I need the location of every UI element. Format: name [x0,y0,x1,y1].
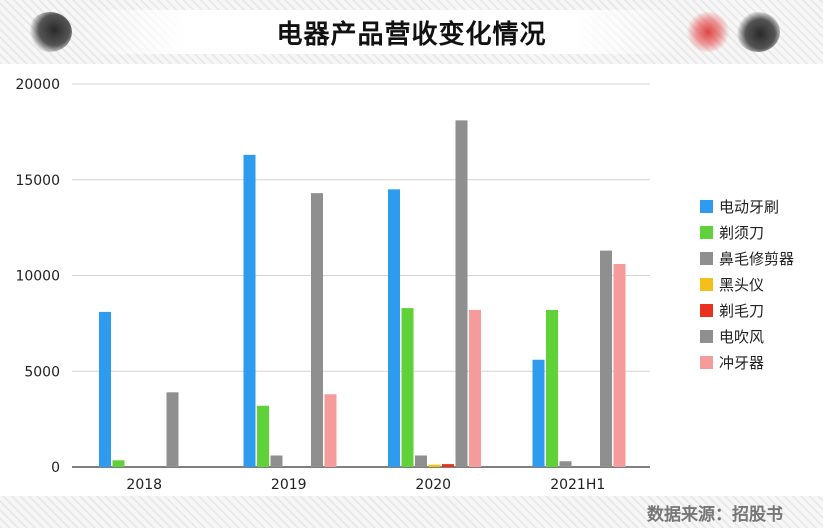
legend-label: 电动牙刷 [719,198,779,216]
title-band [80,10,680,54]
legend-label: 鼻毛修剪器 [719,250,794,268]
legend-swatch [700,226,713,239]
y-tick-label: 0 [51,460,60,476]
bar-chart: 0 5000 10000 15000 20000 2018 2019 2020 2021H1 电动… [15,77,794,493]
decorative-blob-right [736,12,780,52]
legend-swatch [700,330,713,343]
x-tick-label: 2021H1 [550,477,605,493]
bar [613,264,626,467]
bar [270,455,283,467]
bar [415,455,427,467]
y-tick-label: 15000 [15,173,60,189]
bar [546,309,558,467]
decorative-blob-red [686,12,730,52]
bar [532,359,545,467]
bar [401,308,414,467]
x-tick-label: 2019 [271,477,307,493]
bar [388,189,400,467]
bar [455,120,468,467]
bar [112,460,125,467]
x-tick-label: 2018 [126,477,162,493]
legend-swatch [700,356,713,369]
y-tick-label: 5000 [24,364,60,380]
bar [442,464,454,467]
legend-swatch [700,252,713,265]
legend-label: 冲牙器 [719,354,764,372]
y-tick-label: 20000 [15,77,60,93]
chart-title: 电器产品营收变化情况 [276,20,547,50]
legend-swatch [700,304,713,317]
x-tick-label: 2020 [415,477,451,493]
bar [257,405,269,467]
bar [311,193,323,467]
bar [559,461,572,467]
data-source: 数据来源：招股书 [647,505,783,525]
legend-label: 电吹风 [719,328,764,346]
legend-label: 剃毛刀 [719,302,764,320]
bar [428,464,441,467]
legend-swatch [700,200,713,213]
legend-label: 黑头仪 [719,276,764,294]
bar [324,394,337,467]
bar [99,311,111,467]
bar [469,309,481,467]
legend-label: 剃须刀 [719,224,764,242]
bar [600,250,612,467]
y-tick-label: 10000 [15,269,60,285]
decorative-blob-left [28,12,72,52]
legend-swatch [700,278,713,291]
bar [243,154,256,467]
bar [166,392,179,467]
footer-background [0,496,823,528]
